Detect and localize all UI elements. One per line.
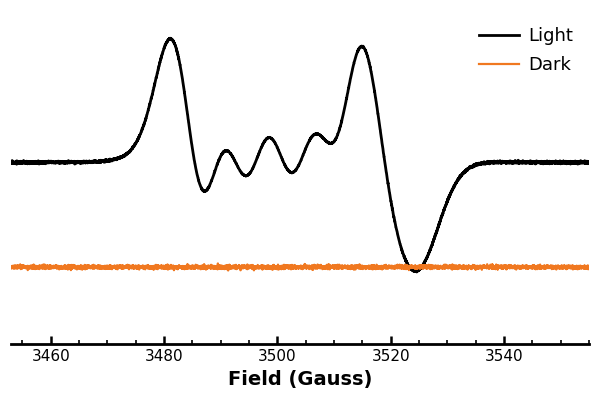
Dark xyxy=(585,265,592,270)
Light xyxy=(383,174,391,179)
Light xyxy=(112,157,119,162)
Line: Dark: Dark xyxy=(11,264,589,270)
Light xyxy=(413,270,420,274)
Dark xyxy=(483,265,490,270)
Dark xyxy=(354,263,361,268)
Dark xyxy=(8,266,15,270)
Dark xyxy=(214,261,221,266)
Dark xyxy=(229,264,236,269)
Light xyxy=(229,154,236,158)
Dark xyxy=(112,264,119,269)
Light xyxy=(585,161,592,166)
Light xyxy=(439,212,446,217)
Light xyxy=(166,36,173,41)
X-axis label: Field (Gauss): Field (Gauss) xyxy=(228,370,372,389)
Light xyxy=(354,48,361,53)
Legend: Light, Dark: Light, Dark xyxy=(472,20,580,82)
Dark xyxy=(439,266,446,271)
Light xyxy=(8,160,15,164)
Dark xyxy=(224,268,232,273)
Light xyxy=(483,161,490,166)
Line: Light: Light xyxy=(11,38,589,272)
Dark xyxy=(383,264,391,268)
